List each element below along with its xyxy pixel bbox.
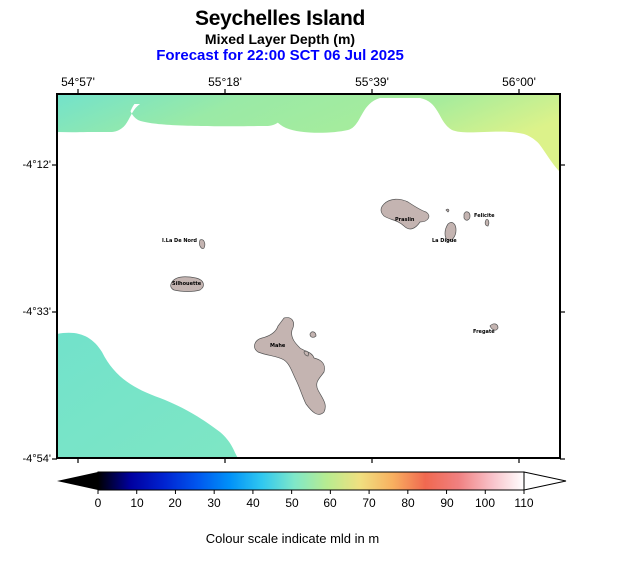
mld-south-patch xyxy=(57,332,238,458)
island-nord xyxy=(199,239,206,249)
lon-tick-label: 54°57' xyxy=(61,75,95,89)
colorbar-tick-label: 70 xyxy=(362,496,376,510)
label-felicite: Felicite xyxy=(474,213,495,219)
islands xyxy=(170,198,499,415)
colorbar-tick-label: 80 xyxy=(401,496,415,510)
island-therese xyxy=(309,331,317,338)
colorbar-tick-label: 50 xyxy=(285,496,299,510)
colorbar-bar xyxy=(97,471,525,491)
colorbar-caption: Colour scale indicate mld in m xyxy=(205,531,380,546)
label-silhouette: Silhouette xyxy=(172,281,202,287)
map-ticks xyxy=(52,89,565,463)
island-mahe xyxy=(254,317,326,415)
lon-tick-label: 55°39' xyxy=(355,75,389,89)
island-cerf xyxy=(303,350,309,357)
colorbar-tick-label: 30 xyxy=(207,496,221,510)
lat-tick-label: -4°33' xyxy=(22,306,51,318)
island-la-digue xyxy=(444,222,457,241)
island-praslin xyxy=(380,198,430,230)
island-labels: Praslin Felicite La Digue I.La De Nord S… xyxy=(162,213,495,349)
island-fregate xyxy=(489,323,499,331)
label-mahe: Mahe xyxy=(270,343,286,349)
colorbar-tick-label: 110 xyxy=(514,496,534,510)
colorbar-tick-label: 90 xyxy=(440,496,454,510)
colorbar-tick-label: 10 xyxy=(130,496,144,510)
lon-tick-label: 55°18' xyxy=(208,75,242,89)
colorbar xyxy=(57,471,567,494)
label-fregate: Fregate xyxy=(473,329,495,335)
map-subtitle: Mixed Layer Depth (m) xyxy=(204,31,356,47)
lat-tick-label: -4°12' xyxy=(22,159,51,171)
colorbar-tick-label: 100 xyxy=(474,496,496,510)
label-la-digue: La Digue xyxy=(432,238,457,244)
colorbar-tick-label: 40 xyxy=(246,496,260,510)
label-nord: I.La De Nord xyxy=(162,238,197,244)
mld-north-edge xyxy=(57,94,560,168)
colorbar-tick-label: 60 xyxy=(323,496,337,510)
colorbar-tick-label: 20 xyxy=(168,496,182,510)
island-felicite-small xyxy=(484,219,490,227)
lat-tick-label: -4°54' xyxy=(22,453,51,465)
map-title: Seychelles Island xyxy=(195,7,365,30)
forecast-time: Forecast for 22:00 SCT 06 Jul 2025 xyxy=(156,47,404,64)
colorbar-min-triangle xyxy=(57,472,98,490)
map-frame xyxy=(56,93,561,459)
colorbar-tick-label: 0 xyxy=(94,496,102,510)
mld-north-band xyxy=(57,94,560,172)
island-silhouette xyxy=(170,276,204,292)
island-felicite xyxy=(463,211,471,221)
colorbar-max-triangle xyxy=(523,471,567,491)
label-praslin: Praslin xyxy=(395,217,415,223)
island-aride xyxy=(445,208,450,213)
lon-tick-label: 56°00' xyxy=(502,75,536,89)
